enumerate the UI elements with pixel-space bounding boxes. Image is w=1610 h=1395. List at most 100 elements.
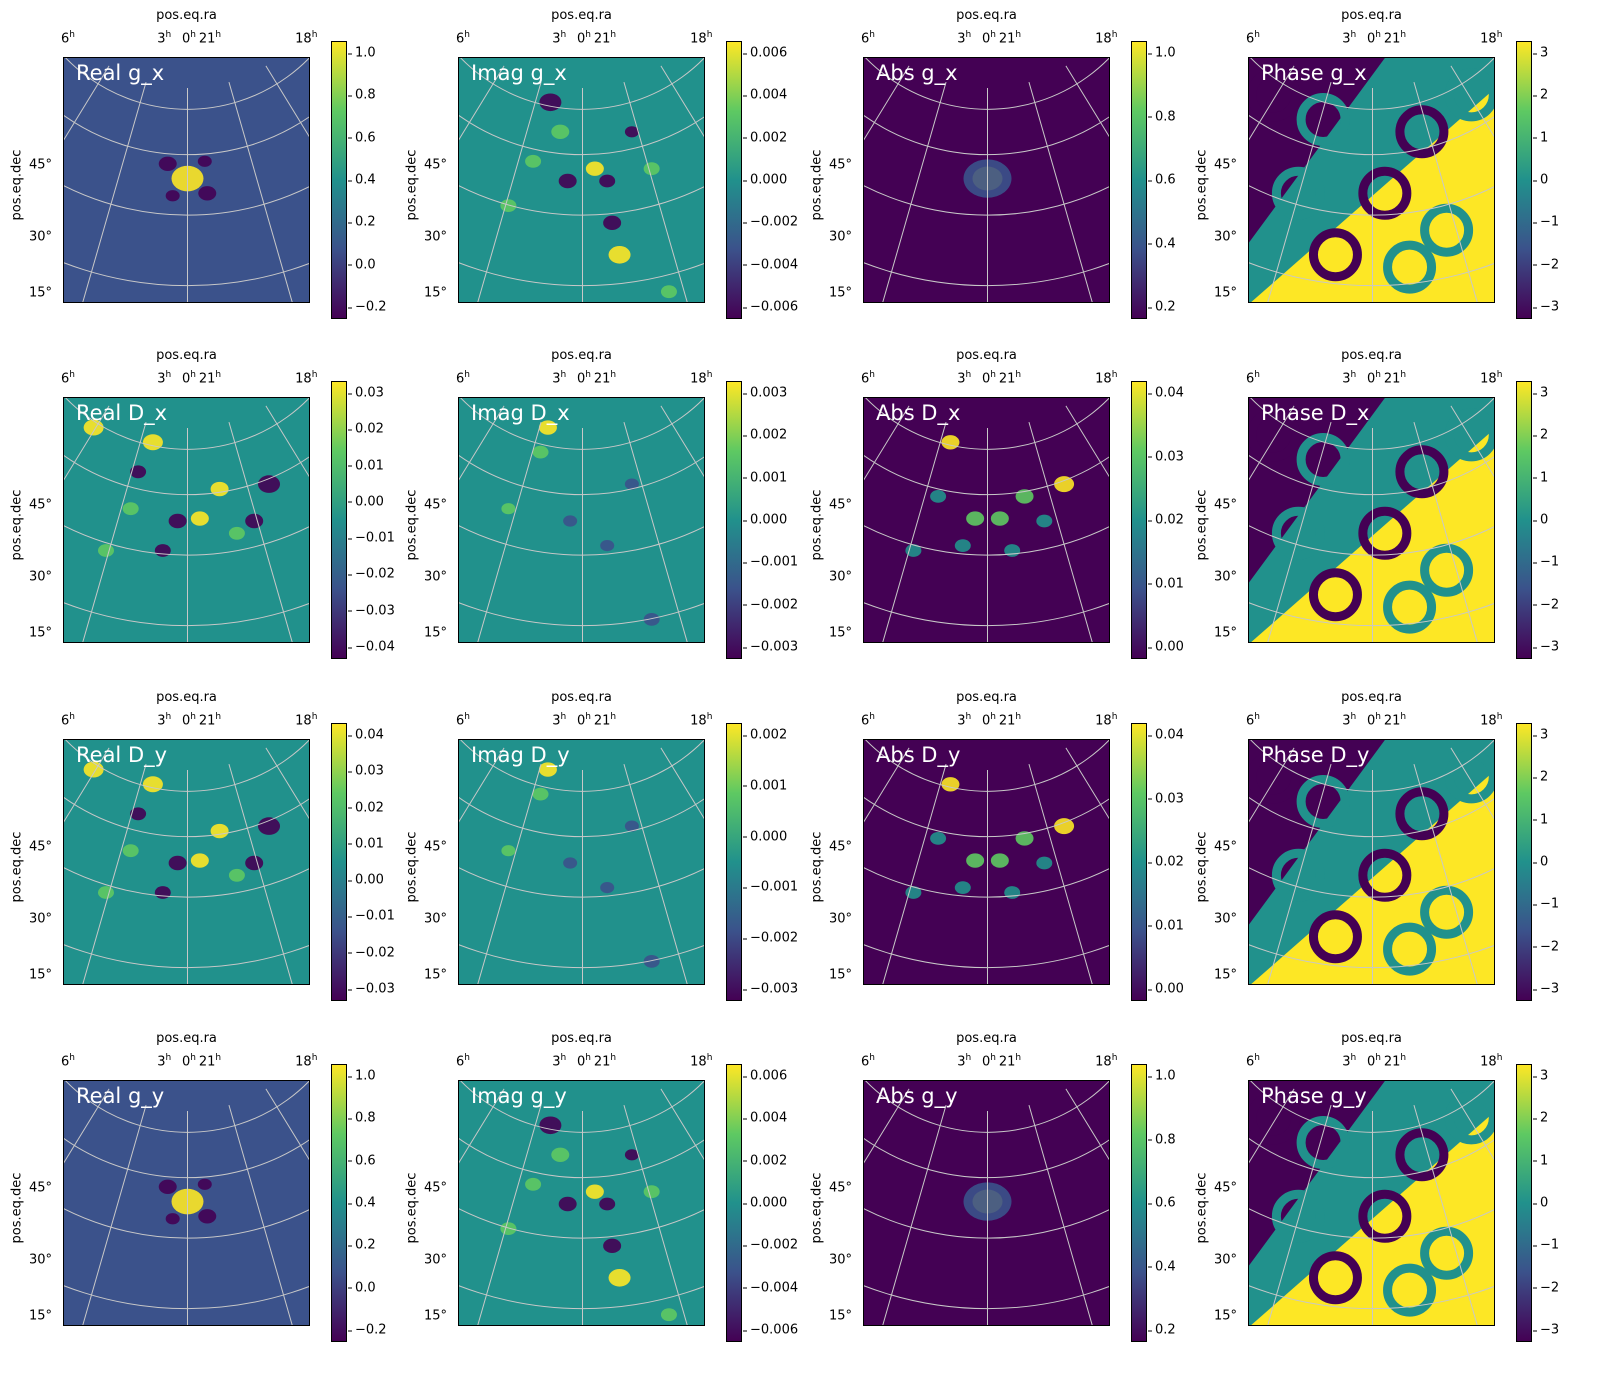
colorbar-tick-label: −0.002 — [742, 1237, 799, 1253]
colorbar-tick-label: −0.002 — [742, 214, 799, 230]
colorbar-tick-label: 2 — [1532, 769, 1549, 785]
ra-tick-label: 21h — [594, 1053, 616, 1069]
ra-tick-label: 0h — [982, 370, 996, 386]
colorbar-tick-label: 0.000 — [742, 512, 788, 528]
ra-tick-unit: h — [1350, 1053, 1357, 1063]
ra-tick-value: 6 — [1245, 1054, 1255, 1070]
ra-tick-value: 21 — [998, 31, 1016, 47]
ra-tick-value: 0 — [181, 371, 191, 387]
map-blob — [966, 853, 985, 868]
ra-tick-unit: h — [1015, 712, 1022, 722]
ra-tick-unit: h — [585, 712, 591, 722]
map-background — [459, 58, 704, 302]
y-axis-label: pos.eq.dec — [404, 489, 420, 561]
colorbar-tick-label: −2 — [1532, 597, 1560, 613]
colorbar-tick-label: 0.00 — [348, 872, 384, 888]
panel-title: Real D_y — [76, 743, 168, 767]
ra-tick-label: 3h — [957, 30, 971, 46]
ra-tick-unit: h — [1254, 30, 1260, 40]
ra-tick-label: 0h — [182, 370, 196, 386]
ra-grid-line — [265, 747, 309, 820]
ra-tick-label: 18h — [1480, 370, 1502, 386]
ra-tick-value: 21 — [198, 713, 216, 729]
ra-tick-value: 3 — [552, 713, 561, 729]
ra-grid-line — [1065, 747, 1109, 820]
ra-tick-label: 0h — [982, 712, 996, 728]
ra-tick-value: 6 — [60, 371, 70, 387]
ra-tick-label: 21h — [199, 30, 221, 46]
colorbar — [331, 381, 347, 659]
dec-tick-label: 15° — [829, 1308, 853, 1324]
panel-title: Imag g_y — [471, 1084, 567, 1108]
ra-tick-value: 0 — [576, 31, 586, 47]
heatmap-canvas — [864, 740, 1109, 984]
map-blob — [551, 124, 570, 139]
ra-tick-unit: h — [165, 1053, 172, 1063]
ra-tick-value: 0 — [981, 371, 991, 387]
colorbar-tick-label: 0.002 — [742, 1153, 788, 1169]
ra-tick-unit: h — [190, 370, 196, 380]
map-blob — [603, 1238, 622, 1254]
colorbar-tick-label: 1 — [1532, 470, 1549, 486]
ra-tick-value: 21 — [1383, 31, 1401, 47]
colorbar-tick-label: 0.03 — [1148, 449, 1184, 464]
x-axis-label: pos.eq.ra — [156, 348, 217, 363]
colorbar-tick-label: 0.03 — [348, 763, 384, 779]
ra-tick-value: 21 — [998, 1054, 1016, 1070]
ra-tick-value: 21 — [593, 713, 611, 729]
y-axis-label: pos.eq.dec — [404, 1172, 420, 1244]
ra-tick-label: 6h — [861, 30, 875, 46]
ra-tick-value: 0 — [981, 1054, 991, 1070]
ra-tick-unit: h — [1375, 370, 1381, 380]
ra-tick-unit: h — [165, 30, 172, 40]
ra-grid-line — [1249, 747, 1295, 823]
ra-tick-unit: h — [311, 712, 318, 722]
map-blob — [599, 174, 616, 188]
dec-tick-label: 15° — [424, 1308, 448, 1324]
ra-tick-value: 21 — [198, 31, 216, 47]
ra-tick-unit: h — [190, 30, 196, 40]
ra-grid-line — [623, 764, 688, 984]
dec-tick-label: 30° — [829, 569, 853, 585]
ra-tick-unit: h — [311, 30, 318, 40]
ra-tick-label: 18h — [1480, 1053, 1502, 1069]
ra-tick-value: 0 — [1366, 713, 1376, 729]
ra-tick-unit: h — [560, 30, 567, 40]
heatmap-canvas — [864, 58, 1109, 302]
ra-grid-line — [623, 82, 688, 302]
ra-tick-unit: h — [965, 1053, 972, 1063]
panel-title: Phase g_x — [1261, 61, 1367, 85]
colorbar-tick-label: −0.02 — [348, 566, 395, 582]
heatmap-plot — [458, 57, 705, 303]
ra-tick-label: 21h — [1384, 30, 1406, 46]
map-blob — [660, 1308, 677, 1322]
ra-tick-value: 0 — [576, 713, 586, 729]
map-blob — [142, 776, 163, 793]
ra-tick-value: 21 — [593, 31, 611, 47]
ra-tick-label: 0h — [182, 712, 196, 728]
map-blob — [158, 156, 177, 171]
ra-tick-label: 18h — [690, 370, 712, 386]
ra-tick-label: 18h — [1095, 1053, 1117, 1069]
x-axis-label: pos.eq.ra — [551, 8, 612, 23]
map-blob — [130, 807, 147, 821]
ra-tick-unit: h — [1254, 370, 1260, 380]
dec-tick-label: 45° — [829, 1180, 853, 1196]
colorbar-tick-label: 0 — [1532, 512, 1549, 528]
dec-tick-label: 15° — [29, 285, 53, 301]
dec-tick-label: 30° — [829, 911, 853, 927]
dec-tick-label: 45° — [29, 839, 53, 855]
ra-grid-line — [660, 1088, 704, 1161]
map-blob — [585, 1184, 604, 1199]
ra-tick-label: 6h — [1246, 370, 1260, 386]
ra-tick-value: 0 — [576, 1054, 586, 1070]
ra-tick-unit: h — [1111, 30, 1118, 40]
ra-tick-value: 18 — [295, 371, 312, 387]
map-blob — [585, 161, 604, 176]
ra-tick-label: 18h — [1480, 712, 1502, 728]
map-background — [459, 740, 704, 984]
panel-title: Phase D_x — [1261, 401, 1370, 425]
map-blob — [551, 1147, 570, 1162]
map-blob — [1015, 831, 1034, 846]
map-blob — [1036, 514, 1053, 528]
